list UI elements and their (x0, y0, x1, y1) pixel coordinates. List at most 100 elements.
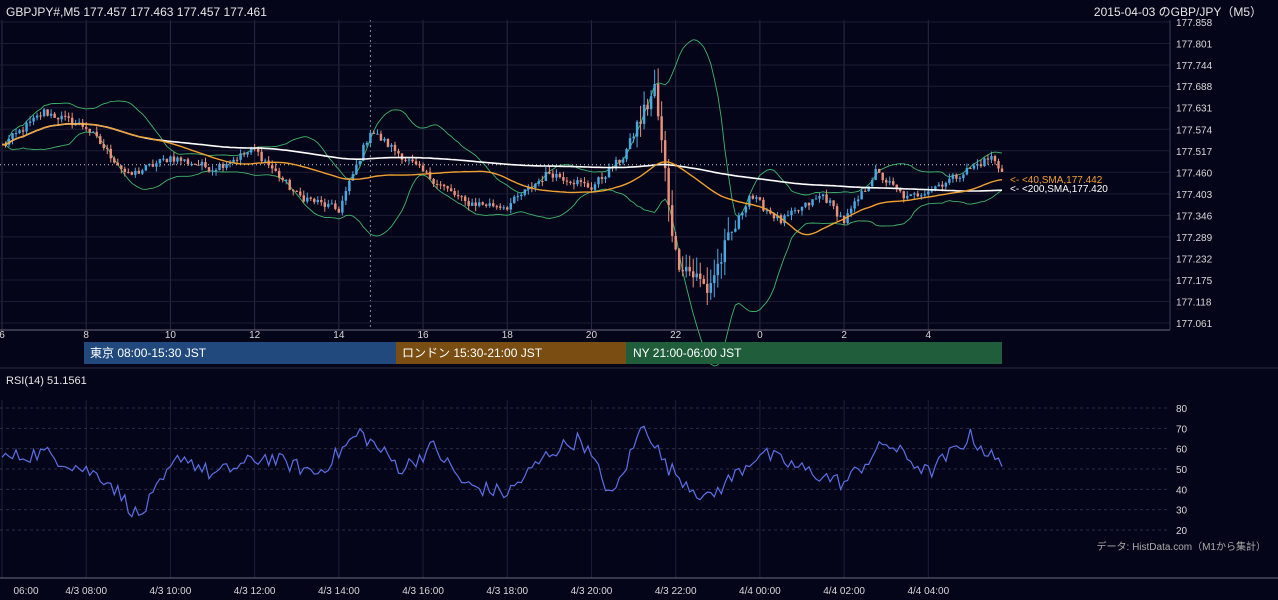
candle-body (165, 158, 169, 163)
candle-body (786, 215, 790, 217)
candle-body (193, 163, 197, 165)
candle-body (523, 189, 527, 195)
candle-body (418, 164, 421, 166)
candle-body (109, 148, 112, 159)
candle-body (621, 159, 625, 163)
candle-body (723, 240, 727, 263)
candle-body (400, 153, 404, 160)
candle-body (49, 113, 53, 116)
candle-body (88, 128, 91, 133)
candle-body (913, 193, 916, 195)
candle-body (541, 180, 544, 182)
candle-body (158, 159, 162, 164)
rsi14-line (1, 425, 1003, 518)
price-tick-label: 177.460 (1176, 168, 1213, 179)
symbol-ohlc-label: GBPJPY#,M5 177.457 177.463 177.457 177.4… (6, 5, 267, 19)
candle-body (720, 262, 723, 264)
candle-body (183, 159, 186, 161)
candle-body (179, 157, 183, 161)
candle-body (46, 109, 49, 116)
candle-body (330, 203, 334, 205)
candle-body (453, 191, 456, 196)
candle-body (853, 201, 856, 209)
price-tick-label: 177.175 (1176, 276, 1213, 287)
candle-body (249, 148, 253, 153)
candle-body (463, 196, 467, 202)
candle-body (527, 186, 530, 190)
time-tick-label: 4/3 18:00 (486, 586, 528, 597)
candle-body (197, 164, 200, 166)
candle-body (355, 164, 358, 175)
grid (0, 20, 1170, 578)
hour-tick-label: 22 (670, 330, 682, 341)
candle-body (639, 121, 642, 124)
candle-body (734, 228, 737, 232)
candle-body (804, 202, 807, 207)
candle-body (955, 174, 958, 179)
candle-body (730, 231, 734, 233)
candle-body (207, 167, 211, 172)
price-tick-label: 177.574 (1176, 125, 1213, 136)
candle-body (148, 163, 151, 166)
candle-body (702, 278, 705, 284)
candle-body (295, 191, 298, 193)
candle-body (677, 249, 681, 270)
candle-body (797, 210, 800, 212)
candle-body (772, 213, 776, 219)
candle-body (225, 164, 228, 168)
candle-body (172, 156, 176, 162)
candle-body (821, 194, 825, 197)
candle-body (274, 168, 277, 171)
candle-body (727, 232, 730, 241)
candle-body (828, 200, 832, 203)
candle-body (499, 206, 502, 208)
price-tick-label: 177.858 (1176, 18, 1213, 29)
candle-body (379, 133, 383, 141)
hour-axis: 6 8 10 12 14 16 18 20 22 0 2 4 (0, 330, 932, 341)
rsi-axis: 80 70 60 50 40 30 20 (1176, 404, 1188, 537)
candle-body (783, 215, 786, 224)
candle-body (506, 207, 509, 210)
candle-body (414, 161, 418, 165)
candle-body (513, 196, 516, 204)
rsi-tick-label: 50 (1176, 465, 1188, 476)
candle-body (99, 136, 102, 145)
candle-body (888, 181, 891, 183)
hour-tick-label: 0 (757, 330, 763, 341)
price-tick-label: 177.346 (1176, 211, 1213, 222)
candle-body (39, 115, 42, 117)
time-tick-label: 4/3 16:00 (402, 586, 444, 597)
candle-body (467, 201, 470, 206)
candle-body (344, 191, 348, 201)
candle-body (607, 167, 611, 178)
candle-body (979, 164, 983, 167)
candle-body (256, 148, 260, 152)
time-tick-label: 4/3 08:00 (65, 586, 107, 597)
candle-body (35, 115, 39, 118)
candle-body (386, 138, 390, 147)
rsi-tick-label: 20 (1176, 526, 1188, 537)
candle-body (95, 131, 98, 137)
candle-body (404, 159, 407, 161)
hour-tick-label: 20 (586, 330, 598, 341)
candle-body (421, 165, 425, 172)
candle-body (793, 210, 797, 212)
candle-body (341, 200, 344, 213)
candle-body (660, 116, 663, 141)
candle-body (502, 207, 505, 209)
candle-body (642, 104, 646, 124)
candle-body (442, 184, 446, 187)
candle-body (562, 177, 565, 181)
candle-body (123, 168, 127, 172)
candle-body (323, 202, 327, 207)
hour-tick-label: 16 (417, 330, 429, 341)
candle-body (874, 168, 877, 181)
candle-body (916, 193, 920, 197)
candle-body (60, 115, 63, 120)
candle-body (551, 173, 555, 178)
candle-body (646, 104, 649, 110)
candle-body (253, 148, 256, 150)
candle-body (383, 138, 386, 141)
candle-body (856, 199, 860, 202)
candle-body (484, 204, 488, 206)
